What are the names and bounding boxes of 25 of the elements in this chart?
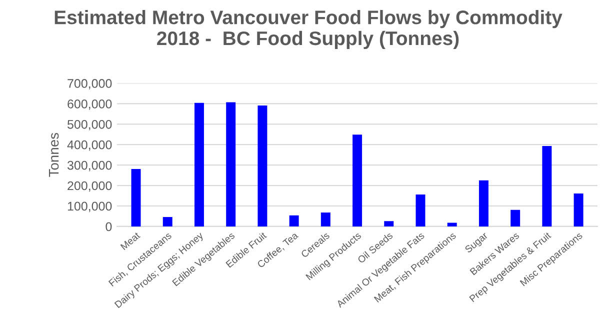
bar xyxy=(542,146,552,226)
y-axis-title: Tonnes xyxy=(49,132,59,177)
y-tick-label: 300,000 xyxy=(67,160,112,172)
bar xyxy=(352,134,362,226)
bar xyxy=(574,194,584,226)
bar xyxy=(447,222,457,226)
bar xyxy=(384,221,394,226)
bar xyxy=(194,102,204,226)
y-tick-label: 100,000 xyxy=(68,202,112,212)
bar xyxy=(258,106,268,226)
y-tick-label: 600,000 xyxy=(68,100,112,110)
y-tick-label: 400,000 xyxy=(67,140,112,151)
chart-title: Estimated Metro Vancouver Food Flows by Commodity 2018 - BC Food Supply (Tonnes) xyxy=(54,10,562,50)
y-tick-label: 200,000 xyxy=(68,181,112,192)
bar xyxy=(478,180,488,226)
bar xyxy=(320,212,330,226)
bar xyxy=(416,194,426,226)
bar xyxy=(226,102,236,226)
bar xyxy=(289,215,299,226)
bar xyxy=(510,210,520,226)
bar xyxy=(131,168,141,226)
bar xyxy=(162,217,172,226)
y-tick-label: 0 xyxy=(106,222,112,232)
y-tick-label: 500,000 xyxy=(68,120,112,130)
y-tick-label: 700,000 xyxy=(68,79,112,90)
